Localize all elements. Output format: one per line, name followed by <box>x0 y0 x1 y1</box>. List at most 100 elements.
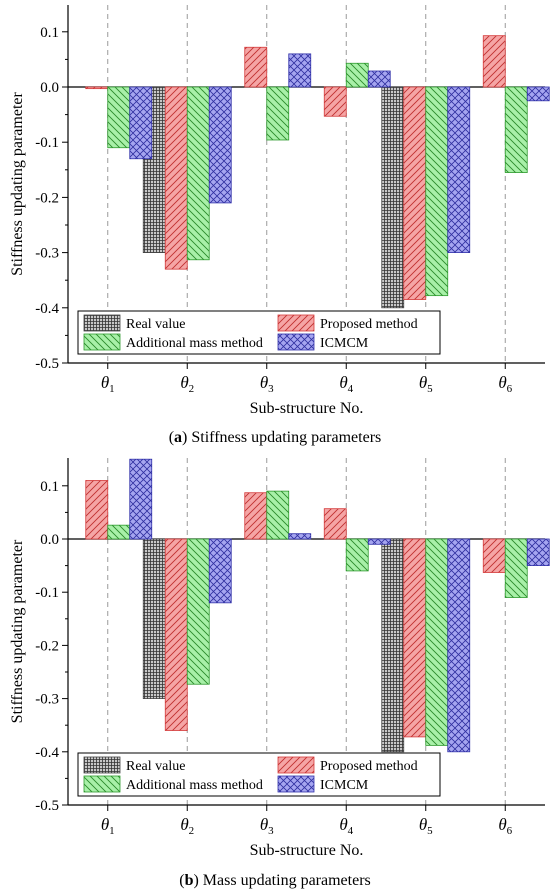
bar-proposed-method-5 <box>403 538 427 738</box>
bar-icmcm-3 <box>288 533 312 540</box>
legend-box <box>77 310 441 355</box>
x-tick-symbol: θ <box>498 373 506 392</box>
x-tick-label: θ1 <box>101 815 115 837</box>
legend-swatch-additional-mass-method <box>83 333 121 351</box>
x-tick-symbol: θ <box>419 815 427 834</box>
y-tick-label: -0.5 <box>35 356 59 372</box>
x-tick-symbol: θ <box>260 815 268 834</box>
legend: Real value Proposed method Additional mass… <box>77 752 441 797</box>
x-tick-label: θ2 <box>180 373 194 395</box>
x-tick-symbol: θ <box>419 373 427 392</box>
legend-swatch-real-value <box>83 756 121 774</box>
legend-label-real-value: Real value <box>126 317 185 332</box>
panel-caption-label: ( <box>169 429 174 446</box>
x-axis-label: Sub-structure No. <box>250 400 364 417</box>
legend-swatch-real-value <box>83 314 121 332</box>
x-tick-subscript: 2 <box>189 383 195 395</box>
x-tick-subscript: 5 <box>427 383 433 395</box>
panel-caption-close: ) <box>182 429 191 446</box>
y-tick-label: -0.2 <box>35 638 59 654</box>
x-tick-subscript: 2 <box>189 825 195 837</box>
panel-caption-letter: a <box>174 429 182 446</box>
x-tick-subscript: 3 <box>268 825 274 837</box>
legend-label-proposed-method: Proposed method <box>320 317 418 332</box>
bar-icmcm-3 <box>288 53 312 88</box>
x-tick-symbol: θ <box>101 373 109 392</box>
bar-additional-mass-method-6 <box>504 538 528 598</box>
bar-additional-mass-method-3 <box>266 490 290 540</box>
legend-swatch-proposed-method <box>277 314 315 332</box>
bar-additional-mass-method-2 <box>186 86 210 261</box>
bar-additional-mass-method-3 <box>266 86 290 141</box>
y-tick-label: 0.0 <box>40 532 59 548</box>
x-tick-label: θ6 <box>498 373 512 395</box>
bar-icmcm-5 <box>447 86 471 254</box>
y-tick-label: 0.1 <box>40 479 59 495</box>
x-tick-label: θ1 <box>101 373 115 395</box>
bar-additional-mass-method-2 <box>186 538 210 685</box>
bar-proposed-method-4 <box>323 508 347 540</box>
y-tick-label: -0.4 <box>35 301 59 317</box>
bar-proposed-method-6 <box>482 538 506 573</box>
x-tick-symbol: θ <box>339 815 347 834</box>
bar-proposed-method-3 <box>244 492 268 540</box>
x-tick-symbol: θ <box>260 373 268 392</box>
y-tick-label: -0.3 <box>35 246 59 262</box>
panel-caption: (b) Mass updating parameters <box>179 872 371 889</box>
bar-icmcm-2 <box>208 538 232 604</box>
bar-proposed-method-3 <box>244 46 268 88</box>
panel-caption-label: ( <box>179 872 184 889</box>
bar-additional-mass-method-6 <box>504 86 528 173</box>
panel-caption-letter: b <box>185 872 194 889</box>
legend-label-real-value: Real value <box>126 759 185 774</box>
y-axis-label: Stiffness updating parameter <box>9 539 26 723</box>
x-tick-symbol: θ <box>180 815 188 834</box>
panel-b-mass-chart: 0.10.0-0.1-0.2-0.3-0.4-0.5θ1 θ2 θ3 θ4 θ5 θ6Su… <box>9 458 550 889</box>
x-tick-subscript: 1 <box>109 383 115 395</box>
bar-additional-mass-method-1 <box>107 524 131 540</box>
bar-icmcm-4 <box>367 70 391 88</box>
bar-additional-mass-method-4 <box>345 538 369 572</box>
y-tick-label: 0.1 <box>40 25 59 41</box>
x-tick-symbol: θ <box>339 373 347 392</box>
bar-icmcm-6 <box>526 86 550 102</box>
panel-caption-text: Mass updating parameters <box>203 872 371 889</box>
x-tick-subscript: 6 <box>507 825 513 837</box>
y-tick-label: -0.3 <box>35 692 59 708</box>
bar-additional-mass-method-5 <box>425 86 449 297</box>
legend-label-additional-mass-method: Additional mass method <box>126 778 263 793</box>
legend-label-icmcm: ICMCM <box>320 336 369 351</box>
legend-label-proposed-method: Proposed method <box>320 759 418 774</box>
bar-proposed-method-1 <box>85 480 109 540</box>
x-tick-symbol: θ <box>180 373 188 392</box>
y-axis-label: Stiffness updating parameter <box>9 92 26 276</box>
x-tick-subscript: 5 <box>427 825 433 837</box>
bar-proposed-method-2 <box>164 538 188 731</box>
panel-a-stiffness-chart: 0.10.0-0.1-0.2-0.3-0.4-0.5θ1 θ2 θ3 θ4 θ5 θ6Su… <box>9 5 550 446</box>
legend-label-additional-mass-method: Additional mass method <box>126 336 263 351</box>
legend-swatch-proposed-method <box>277 756 315 774</box>
x-tick-label: θ3 <box>260 815 274 837</box>
y-tick-label: -0.1 <box>35 135 59 151</box>
bar-icmcm-1 <box>129 86 153 160</box>
panel-caption-close: ) <box>193 872 202 889</box>
bar-additional-mass-method-4 <box>345 62 369 88</box>
y-tick-label: 0.0 <box>40 80 59 96</box>
x-tick-symbol: θ <box>498 815 506 834</box>
x-tick-label: θ5 <box>419 815 433 837</box>
x-tick-label: θ4 <box>339 815 353 837</box>
x-tick-label: θ3 <box>260 373 274 395</box>
x-tick-label: θ5 <box>419 373 433 395</box>
x-tick-subscript: 6 <box>507 383 513 395</box>
y-tick-label: -0.5 <box>35 798 59 814</box>
x-axis-label: Sub-structure No. <box>250 842 364 859</box>
legend: Real value Proposed method Additional mass… <box>77 310 441 355</box>
bar-additional-mass-method-1 <box>107 86 131 149</box>
x-tick-label: θ2 <box>180 815 194 837</box>
bar-icmcm-2 <box>208 86 232 204</box>
x-tick-subscript: 4 <box>348 825 354 837</box>
bar-real-value-5 <box>381 86 405 309</box>
bar-icmcm-5 <box>447 538 471 753</box>
bar-icmcm-6 <box>526 538 550 567</box>
